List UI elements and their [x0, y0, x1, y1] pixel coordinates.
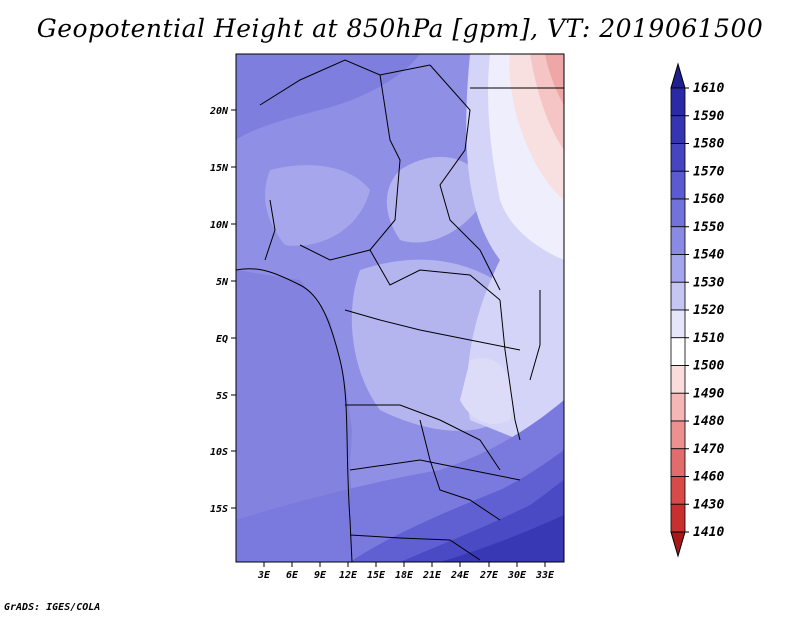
- colorbar-top-triangle: [670, 62, 686, 89]
- lon-tick-label: 18E: [395, 570, 414, 581]
- height-field: [236, 54, 564, 562]
- lat-tick: EQ: [216, 334, 236, 345]
- colorbar-label: 1490: [693, 386, 724, 401]
- lat-tick: 10N: [210, 220, 236, 231]
- lon-axis: 3E 6E 9E 12E 15E 18E 21E 24E 27E 30E 33E: [257, 562, 555, 581]
- lat-tick-label: 10N: [210, 220, 229, 231]
- colorbar-swatch: [670, 198, 686, 228]
- colorbar-label: 1610: [693, 81, 724, 96]
- lon-tick: 3E: [257, 562, 271, 581]
- colorbar-swatch: [670, 226, 686, 255]
- colorbar-label: 1480: [693, 414, 724, 429]
- lon-tick: 9E: [314, 562, 327, 581]
- colorbar-label: 1590: [693, 109, 724, 124]
- lon-tick: 18E: [395, 562, 414, 581]
- colorbar-swatch: [670, 281, 686, 311]
- country-borders: [236, 59, 564, 562]
- lat-tick: 10S: [210, 447, 236, 458]
- colorbar-swatch: [670, 87, 686, 117]
- lat-axis: 20N 15N 10N 5N EQ 5S 10S 15S: [209, 106, 236, 515]
- lat-tick: 5N: [216, 277, 236, 288]
- lon-tick-label: 33E: [535, 570, 555, 581]
- lat-tick: 5S: [216, 391, 236, 402]
- lon-tick: 21E: [422, 562, 442, 581]
- lon-tick-label: 27E: [479, 570, 499, 581]
- colorbar-swatch: [670, 476, 686, 505]
- lat-tick: 15S: [210, 504, 236, 515]
- map-frame: [235, 53, 565, 563]
- colorbar-label: 1510: [693, 331, 724, 346]
- colorbar-swatch: [670, 309, 686, 339]
- lon-tick-label: 15E: [367, 570, 386, 581]
- colorbar-label: 1460: [693, 470, 724, 485]
- colorbar-label: 1580: [693, 137, 724, 152]
- lon-tick-label: 3E: [257, 570, 271, 581]
- lon-tick: 27E: [479, 562, 499, 581]
- lat-tick-label: 15N: [210, 163, 229, 174]
- lat-tick: 20N: [209, 106, 236, 117]
- lat-tick-label: 5N: [216, 277, 229, 288]
- lon-tick-label: 21E: [422, 570, 442, 581]
- lon-tick-label: 9E: [314, 570, 327, 581]
- colorbar-label: 1530: [693, 275, 724, 290]
- colorbar: 1610 1590 1580 1570 1560 1550 1540 1530 1520 1510…: [670, 62, 724, 558]
- colorbar-label: 1560: [693, 192, 724, 207]
- lon-tick: 24E: [450, 562, 470, 581]
- lon-tick: 15E: [367, 562, 386, 581]
- credit-text: GrADS: IGES/COLA: [4, 602, 101, 613]
- colorbar-swatch: [670, 143, 686, 172]
- lon-tick-label: 6E: [286, 570, 299, 581]
- lat-tick-label: 20N: [209, 106, 229, 117]
- lat-tick-label: 15S: [210, 504, 228, 515]
- colorbar-swatch: [670, 115, 686, 144]
- colorbar-swatch: [670, 392, 686, 422]
- colorbar-label: 1500: [693, 359, 724, 374]
- lat-tick: 15N: [210, 163, 236, 174]
- lon-tick: 6E: [286, 562, 299, 581]
- lon-tick: 12E: [339, 562, 358, 581]
- colorbar-swatch: [670, 448, 686, 477]
- lon-tick-label: 12E: [339, 570, 358, 581]
- colorbar-swatch: [670, 170, 686, 200]
- lon-tick: 30E: [507, 562, 527, 581]
- colorbar-label: 1540: [693, 248, 724, 263]
- lon-tick-label: 24E: [450, 570, 470, 581]
- colorbar-label: 1430: [693, 497, 724, 512]
- lon-tick-label: 30E: [507, 570, 527, 581]
- colorbar-label: 1520: [693, 303, 724, 318]
- colorbar-swatch: [670, 337, 686, 366]
- lat-tick-label: 10S: [210, 447, 228, 458]
- colorbar-label: 1570: [693, 164, 724, 179]
- map-title: Geopotential Height at 850hPa [gpm], VT:…: [36, 14, 764, 43]
- lat-tick-label: EQ: [216, 334, 228, 345]
- colorbar-swatch: [670, 420, 686, 450]
- colorbar-label: 1410: [693, 525, 724, 540]
- lon-tick: 33E: [535, 562, 555, 581]
- colorbar-swatch: [670, 503, 686, 533]
- colorbar-label: 1550: [693, 220, 724, 235]
- colorbar-swatch: [670, 365, 686, 394]
- lat-tick-label: 5S: [216, 391, 228, 402]
- colorbar-swatch: [670, 254, 686, 283]
- colorbar-label: 1470: [693, 442, 724, 457]
- colorbar-bottom-triangle: [670, 531, 686, 558]
